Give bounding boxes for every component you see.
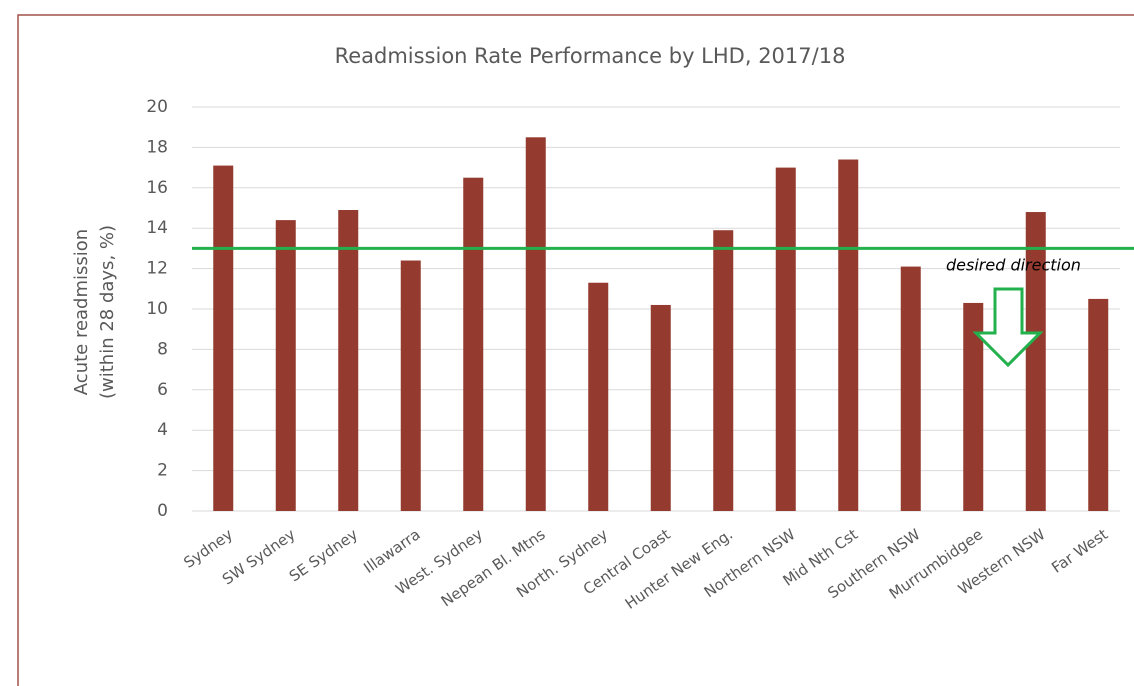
bar [338,210,359,511]
y-tick-label: 4 [157,420,168,440]
y-tick-label: 10 [146,299,168,319]
y-tick-label: 16 [146,178,168,198]
bar [900,266,921,511]
frame [17,14,1134,686]
y-tick-label: 12 [146,259,168,279]
chart-title: Readmission Rate Performance by LHD, 201… [335,44,846,68]
y-tick-label: 20 [146,97,168,117]
bar [213,165,234,511]
bar [1088,298,1109,511]
bar [400,260,421,511]
annotation: desired direction [946,256,1081,275]
y-tick-label: 18 [146,137,168,157]
y-tick-label: 6 [157,380,168,400]
y-tick-label: 14 [146,218,168,238]
bar [838,159,859,511]
bar [775,167,796,511]
y-axis-label: (within 28 days, %) [97,225,118,399]
y-tick-label: 8 [157,339,168,359]
bar [463,177,484,511]
bar [650,304,671,511]
bar [963,302,984,511]
bar [588,282,609,511]
bar [713,230,734,511]
bar [1025,212,1046,512]
y-axis-label: Acute readmission [71,229,92,395]
bar [525,137,546,512]
bar [275,220,296,511]
y-tick-label: 0 [157,501,168,521]
arrow [972,287,1044,368]
y-tick-label: 2 [157,461,168,481]
